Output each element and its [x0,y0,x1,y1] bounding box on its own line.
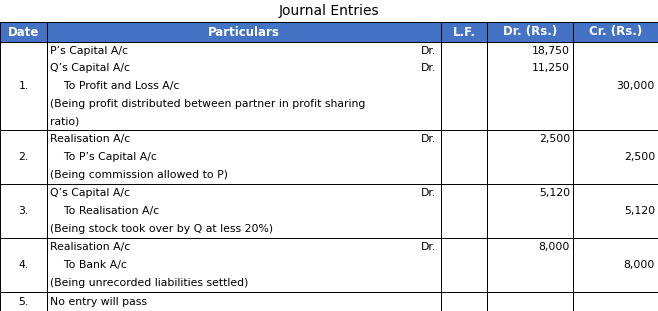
Text: Dr.: Dr. [420,188,436,198]
Bar [47,292,441,311]
Bar [487,238,573,292]
Bar [0,22,47,42]
Text: Cr. (Rs.): Cr. (Rs.) [589,26,642,39]
Text: Realisation A/c: Realisation A/c [50,134,130,144]
Text: Q’s Capital A/c: Q’s Capital A/c [50,188,130,198]
Bar [573,42,658,130]
Text: (Being unrecorded liabilities settled): (Being unrecorded liabilities settled) [50,278,248,288]
Text: Date: Date [8,26,39,39]
Text: L.F.: L.F. [453,26,476,39]
Text: 11,250: 11,250 [532,63,570,73]
Bar [573,184,658,238]
Text: 5.: 5. [18,297,29,307]
Bar [441,292,487,311]
Text: Dr.: Dr. [420,46,436,56]
Text: 5,120: 5,120 [539,188,570,198]
Text: 8,000: 8,000 [539,242,570,252]
Bar [47,22,441,42]
Text: (Being stock took over by Q at less 20%): (Being stock took over by Q at less 20%) [50,224,273,234]
Text: Q’s Capital A/c: Q’s Capital A/c [50,63,130,73]
Bar [0,130,47,184]
Bar [47,238,441,292]
Bar [573,130,658,184]
Bar [487,184,573,238]
Text: (Being commission allowed to P): (Being commission allowed to P) [50,170,228,180]
Bar [47,42,441,130]
Text: Journal Entries: Journal Entries [279,4,379,18]
Text: 2,500: 2,500 [624,152,655,162]
Bar [47,130,441,184]
Text: Dr.: Dr. [420,242,436,252]
Bar [441,42,487,130]
Text: To Bank A/c: To Bank A/c [50,260,127,270]
Bar [0,184,47,238]
Bar [573,238,658,292]
Text: 5,120: 5,120 [624,206,655,216]
Text: Realisation A/c: Realisation A/c [50,242,130,252]
Bar [0,292,47,311]
Text: To P’s Capital A/c: To P’s Capital A/c [50,152,157,162]
Text: Dr.: Dr. [420,134,436,144]
Text: P’s Capital A/c: P’s Capital A/c [50,46,128,56]
Text: 1.: 1. [18,81,29,91]
Bar [573,292,658,311]
Bar [487,42,573,130]
Text: No entry will pass: No entry will pass [50,297,147,307]
Bar [0,42,47,130]
Text: 30,000: 30,000 [617,81,655,91]
Bar [487,292,573,311]
Text: 8,000: 8,000 [624,260,655,270]
Text: ratio): ratio) [50,116,80,126]
Text: 2,500: 2,500 [539,134,570,144]
Text: 4.: 4. [18,260,29,270]
Text: Dr. (Rs.): Dr. (Rs.) [503,26,557,39]
Bar [47,184,441,238]
Bar [441,184,487,238]
Bar [573,22,658,42]
Text: 3.: 3. [18,206,29,216]
Bar [441,130,487,184]
Text: Dr.: Dr. [420,63,436,73]
Text: To Realisation A/c: To Realisation A/c [50,206,159,216]
Text: 2.: 2. [18,152,29,162]
Text: To Profit and Loss A/c: To Profit and Loss A/c [50,81,180,91]
Bar [487,22,573,42]
Bar [0,238,47,292]
Bar [441,22,487,42]
Text: 18,750: 18,750 [532,46,570,56]
Bar [441,238,487,292]
Text: Particulars: Particulars [208,26,280,39]
Text: (Being profit distributed between partner in profit sharing: (Being profit distributed between partne… [50,99,365,109]
Bar [487,130,573,184]
